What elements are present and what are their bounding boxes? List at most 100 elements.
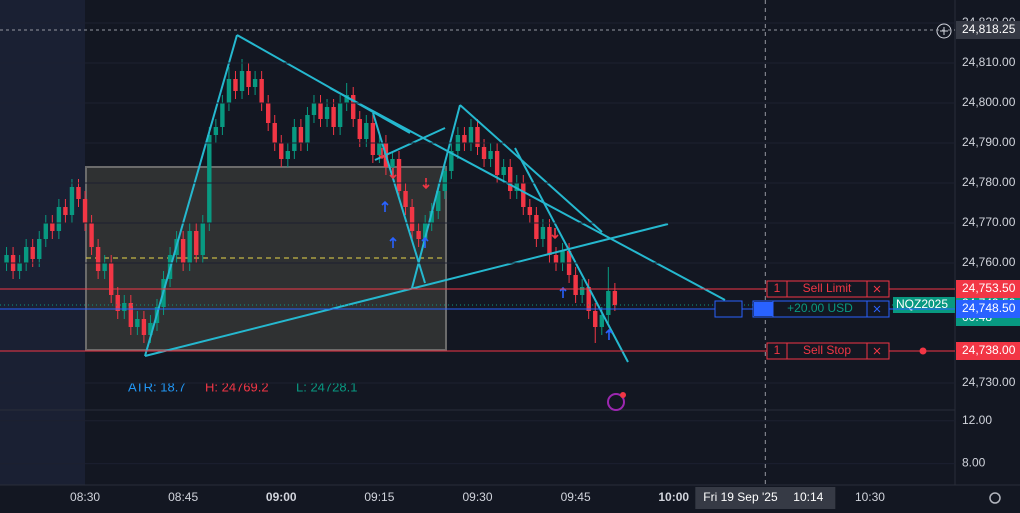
buy-arrow <box>389 236 397 248</box>
trendline[interactable] <box>514 147 629 363</box>
candle-body <box>220 103 225 127</box>
trendline[interactable] <box>459 104 603 233</box>
candle-body <box>396 159 402 191</box>
order-price: 24,753.50 <box>962 281 1016 295</box>
order-price-tag <box>956 342 1020 360</box>
candle-body <box>442 171 447 191</box>
candle-body <box>102 263 107 271</box>
buy-arrow <box>605 328 613 340</box>
order-qty: 1 <box>774 343 781 357</box>
candle-body <box>501 167 506 175</box>
candle-body <box>579 287 585 295</box>
x-tick-label: 08:45 <box>168 490 198 504</box>
order-box[interactable] <box>766 342 890 360</box>
order-price-tag <box>956 280 1020 298</box>
trendline[interactable] <box>411 104 461 289</box>
signal-arrows <box>378 148 613 340</box>
trendline[interactable] <box>329 87 726 301</box>
add-button[interactable] <box>936 23 952 39</box>
buy-arrow <box>381 200 389 212</box>
candle-body <box>76 187 81 199</box>
trendline[interactable] <box>374 127 446 161</box>
symbol: NQZ2025 <box>896 297 948 311</box>
order-box[interactable] <box>752 300 890 318</box>
order-label: Sell Limit <box>803 281 852 295</box>
y-tick-label: 24,810.00 <box>962 55 1016 69</box>
candle-body <box>108 263 114 295</box>
candle-body <box>298 127 304 143</box>
order-box[interactable] <box>766 280 890 298</box>
candle-body <box>422 223 428 239</box>
candle-body <box>606 291 611 315</box>
trendline[interactable] <box>372 112 426 284</box>
low-value: L: 24728.1 <box>296 379 357 394</box>
crosshair-price: 24,818.25 <box>962 22 1016 36</box>
settings-icon[interactable] <box>989 492 1001 504</box>
candle-body <box>403 191 408 207</box>
candle-body <box>436 191 441 211</box>
candle-body <box>540 227 546 239</box>
qty-fill <box>754 302 773 316</box>
trendline[interactable] <box>236 34 411 134</box>
candle-body <box>259 79 264 103</box>
order-price: 24,738.00 <box>962 343 1016 357</box>
candle-body <box>527 207 533 215</box>
high-value: H: 24769.2 <box>205 379 269 394</box>
order-label: +20.00 USD <box>787 301 853 315</box>
trendline[interactable] <box>144 34 238 357</box>
x-tick-label: 09:00 <box>266 490 297 504</box>
candle-body <box>311 103 317 115</box>
candle-body <box>56 207 62 231</box>
candle-body <box>213 127 219 135</box>
order-qty: 1 <box>774 281 781 295</box>
order-price: 24,748.50 <box>962 301 1016 315</box>
candle-body <box>370 123 376 155</box>
candle-body <box>82 199 88 223</box>
x-tick-label: 10:30 <box>855 490 885 504</box>
trendline[interactable] <box>144 223 669 357</box>
candle-body <box>351 95 356 119</box>
candle-body <box>122 303 127 311</box>
order-close[interactable] <box>873 347 881 355</box>
candle-body <box>305 115 310 143</box>
candle-body <box>599 315 604 327</box>
y-tick-label: 24,730.00 <box>962 375 1016 389</box>
crosshair-time-tag <box>695 487 836 509</box>
candle-body <box>69 187 75 215</box>
order-close[interactable] <box>873 305 881 313</box>
candle-body <box>17 263 22 271</box>
candle-body <box>593 311 598 327</box>
candle-body <box>265 103 271 123</box>
y2-tick-label: 8.00 <box>962 456 986 470</box>
candle-body <box>194 231 199 255</box>
order-price-tag <box>956 300 1020 318</box>
y-tick-label: 24,770.00 <box>962 215 1016 229</box>
candle-body <box>514 183 519 191</box>
candle-body <box>30 247 35 259</box>
y-tick-label: 24,790.00 <box>962 135 1016 149</box>
candle-body <box>128 303 134 327</box>
trendlines[interactable] <box>144 34 726 363</box>
candle-body <box>200 223 205 255</box>
candle-body <box>475 127 480 147</box>
candle-body <box>63 207 68 215</box>
candle-body <box>226 79 232 103</box>
atr-value: ATR: 18.7 <box>128 379 186 394</box>
x-tick-label: 08:30 <box>70 490 100 504</box>
reverse-button[interactable] <box>714 300 743 318</box>
candle-body <box>187 231 192 263</box>
candle-body <box>547 227 552 255</box>
candle-body <box>207 135 212 223</box>
event-icon[interactable] <box>607 393 625 411</box>
candle-body <box>481 147 487 159</box>
event-dot <box>620 392 626 398</box>
candle-body <box>534 215 539 239</box>
order-close[interactable] <box>873 285 881 293</box>
sell-arrow <box>389 168 397 180</box>
y-tick-label: 24,800.00 <box>962 95 1016 109</box>
plus-circle[interactable] <box>936 23 952 39</box>
order-handle[interactable] <box>919 347 927 355</box>
x-tick-label: 09:30 <box>462 490 492 504</box>
candle-body <box>95 247 101 271</box>
